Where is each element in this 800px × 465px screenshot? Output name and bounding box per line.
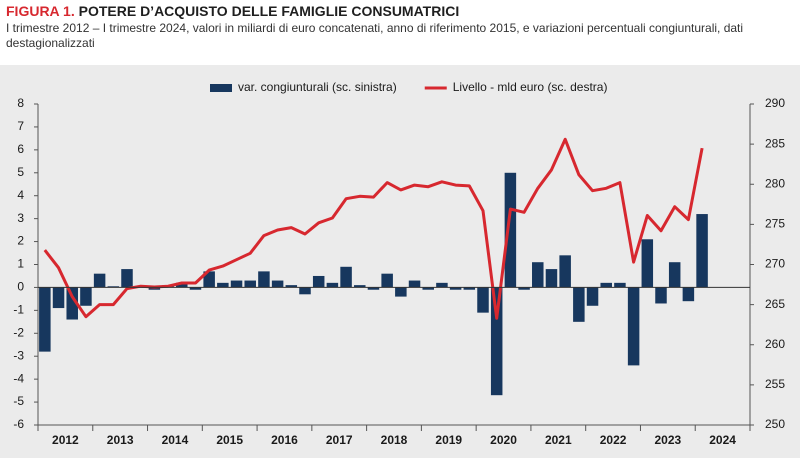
bar [258,271,270,288]
legend-label: Livello - mld euro (sc. destra) [453,80,608,94]
y-tick-label: -4 [13,371,24,385]
y2-tick-label: 250 [765,417,785,431]
bar [189,287,202,290]
y-tick-label: -2 [13,325,24,339]
x-tick-label: 2015 [216,433,243,447]
bar [668,262,681,288]
bar [627,287,640,366]
bar [518,287,530,290]
bar [367,287,380,290]
bar [326,282,339,288]
x-tick-label: 2018 [381,433,408,447]
bar [93,273,106,288]
bar [244,280,256,288]
bar [80,287,92,306]
legend-label: var. congiunturali (sc. sinistra) [238,80,397,94]
bar [107,286,120,288]
x-tick-label: 2019 [435,433,462,447]
bar [381,273,393,288]
bar [641,239,654,288]
y-tick-label: -6 [13,417,24,431]
bar [408,280,421,288]
bar [422,287,434,290]
y2-tick-label: 265 [765,297,785,311]
bar [545,269,558,288]
bar [449,287,462,290]
y-tick-label: 3 [17,211,24,225]
bar [586,287,599,306]
bar [312,275,325,288]
bar [655,287,667,304]
header: FIGURA 1. POTERE D’ACQUISTO DELLE FAMIGL… [6,3,796,51]
y-tick-label: 5 [17,165,24,179]
y2-tick-label: 275 [765,217,785,231]
bar [559,255,571,288]
bar [285,285,298,288]
y-tick-label: -1 [13,303,24,317]
chart: -6 -5 -4 -3 -2 -1 0 1 2 3 4 5 6 7 8 250 255 260 265 270 275 2… [0,65,800,458]
y-tick-label: -3 [13,348,24,362]
y-tick-label: -5 [13,394,24,408]
x-tick-label: 2017 [326,433,353,447]
bar [176,282,188,288]
bar [39,287,51,352]
y2-tick-label: 285 [765,136,785,150]
x-tick-label: 2013 [107,433,134,447]
y-tick-label: 6 [17,142,24,156]
bar [463,287,476,290]
bar [148,287,161,290]
y2-tick-label: 290 [765,96,785,110]
bar [395,287,407,297]
x-tick-label: 2024 [709,433,736,447]
bar [696,214,708,288]
x-tick-label: 2012 [52,433,79,447]
bar [340,266,352,288]
bar [66,287,78,320]
title-row: FIGURA 1. POTERE D’ACQUISTO DELLE FAMIGL… [6,3,796,19]
subtitle: I trimestre 2012 – I trimestre 2024, val… [6,21,744,50]
y2-tick-label: 280 [765,176,785,190]
legend-swatch [210,84,232,92]
bar [354,285,366,288]
bar [436,282,448,288]
chart-title: POTERE D’ACQUISTO DELLE FAMIGLIE CONSUMA… [78,3,460,19]
bar [573,287,585,322]
bar [614,282,626,288]
y2-tick-label: 255 [765,377,785,391]
bar [682,287,695,302]
bar [52,287,65,309]
bar [230,280,243,288]
bar [532,262,544,288]
bar [490,287,503,396]
bar [271,280,284,288]
bar [299,287,311,295]
y2-tick-label: 260 [765,337,785,351]
x-tick-label: 2014 [162,433,189,447]
bar [477,287,489,313]
y-tick-label: 4 [17,188,24,202]
y2-tick-label: 270 [765,257,785,271]
x-tick-label: 2022 [600,433,627,447]
chart-background [0,65,800,458]
bar [203,271,215,288]
x-tick-label: 2023 [654,433,681,447]
x-tick-label: 2020 [490,433,517,447]
figure-label: FIGURA 1. [6,3,75,19]
y-tick-label: 2 [17,234,24,248]
y-tick-label: 0 [17,280,24,294]
x-tick-label: 2021 [545,433,572,447]
y-tick-label: 7 [17,119,24,133]
bar [504,172,517,288]
bar [217,282,229,288]
x-tick-label: 2016 [271,433,298,447]
bar [121,269,133,288]
y-tick-label: 1 [17,257,24,271]
y-tick-label: 8 [17,96,24,110]
bar [600,282,612,288]
